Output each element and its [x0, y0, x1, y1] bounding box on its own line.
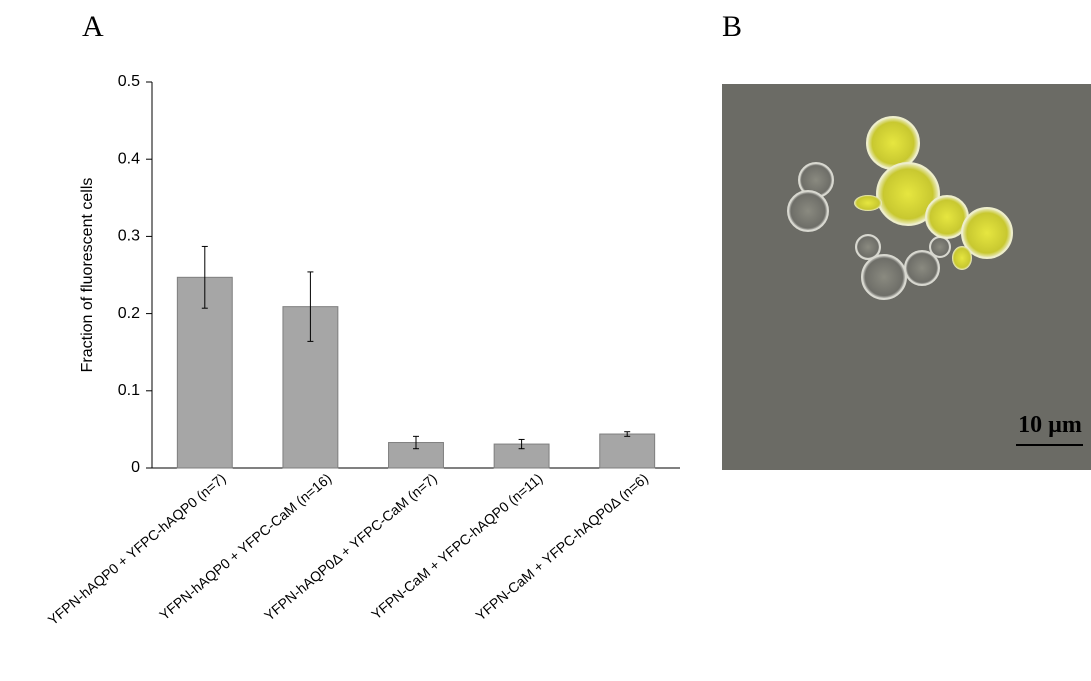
y-tick-label: 0	[131, 459, 140, 476]
x-tick-label: YFPN-hAQP0 + YFPC-CaM (n=16)	[156, 470, 334, 623]
x-tick-label: YFPN-hAQP0 + YFPC-hAQP0 (n=7)	[45, 470, 229, 628]
micrograph: 10 µm	[722, 84, 1091, 470]
figure: A B Fraction of fluorescent cells 10 µm …	[0, 0, 1091, 676]
panel-label: A	[82, 10, 104, 43]
y-axis-label: Fraction of fluorescent cells	[79, 178, 96, 373]
x-tick-label: YFPN-CaM + YFPC-hAQP0 (n=11)	[368, 470, 545, 622]
bar	[600, 434, 655, 468]
panel-label: B	[722, 10, 742, 43]
scale-bar-label: 10 µm	[1018, 412, 1082, 438]
y-tick-label: 0.5	[118, 73, 140, 90]
x-tick-label: YFPN-hAQP0Δ + YFPC-CaM (n=7)	[261, 470, 440, 624]
x-tick-label: YFPN-CaM + YFPC-hAQP0Δ (n=6)	[472, 470, 651, 624]
y-tick-label: 0.3	[118, 228, 140, 245]
y-tick-label: 0.1	[118, 382, 140, 399]
y-tick-label: 0.2	[118, 305, 140, 322]
y-tick-label: 0.4	[118, 150, 140, 167]
